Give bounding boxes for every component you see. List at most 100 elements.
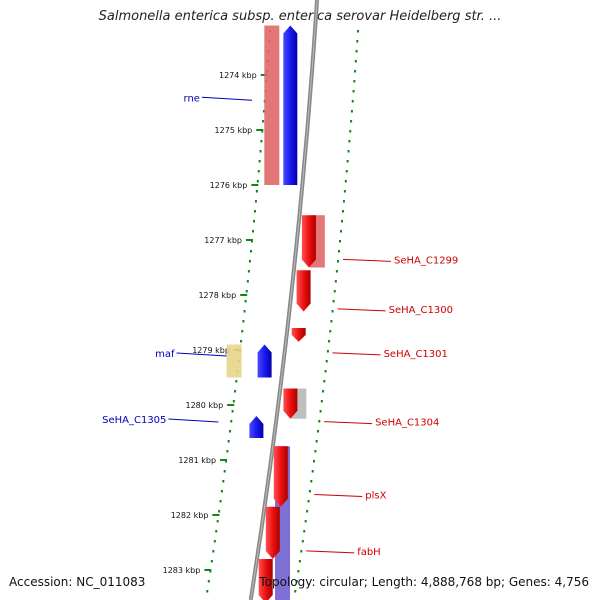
outer-ring-dot xyxy=(294,590,297,593)
outer-ring-dot xyxy=(352,90,355,93)
gene-leader-line xyxy=(168,418,219,423)
gene-leader-line xyxy=(324,421,373,425)
outer-ring-dot xyxy=(340,220,343,223)
inner-ring-dot xyxy=(213,540,216,543)
outer-ring-dot xyxy=(318,420,321,423)
outer-ring-dot xyxy=(357,30,359,33)
inner-ring-dot xyxy=(231,410,234,413)
inner-ring-dot xyxy=(230,420,233,423)
gene-arrow xyxy=(265,506,280,559)
outer-ring-dot xyxy=(337,250,340,253)
outer-ring-dot xyxy=(323,380,326,383)
outer-ring-dot xyxy=(350,120,353,123)
gene-layer xyxy=(249,25,316,600)
outer-ring-dot xyxy=(315,440,318,443)
inner-ring-dot xyxy=(234,390,237,393)
outer-ring-dot xyxy=(320,400,323,403)
outer-ring-dot xyxy=(325,360,328,363)
inner-ring-dot xyxy=(229,430,231,433)
outer-ring-dot xyxy=(354,70,357,73)
topology-text: Topology: circular; Length: 4,888,768 bp… xyxy=(259,575,589,589)
inner-ring-dot xyxy=(226,450,229,453)
inner-ring-dot xyxy=(216,520,219,523)
tick-label: 1282 kbp xyxy=(171,511,209,520)
inner-ring-dot xyxy=(212,550,215,553)
tick-label: 1278 kbp xyxy=(198,291,236,300)
tick-label: 1283 kbp xyxy=(163,566,201,575)
outer-ring-dot xyxy=(300,550,303,553)
inner-ring-dot xyxy=(241,330,244,333)
accession-text: Accession: NC_011083 xyxy=(9,575,146,589)
outer-ring-dot xyxy=(354,60,357,63)
gene-leader-line xyxy=(306,550,355,554)
gene-leader-line xyxy=(337,308,386,312)
sequence-backbone-highlight xyxy=(250,0,318,600)
outer-ring-dot xyxy=(298,560,301,563)
inner-ring-dot xyxy=(254,200,257,203)
outer-ring-dot xyxy=(347,150,350,153)
outer-ring-dot xyxy=(341,210,344,213)
outer-ring-dot xyxy=(314,450,317,453)
inner-ring-dot xyxy=(210,560,213,563)
inner-ring-dot xyxy=(243,310,246,313)
inner-ring-dot xyxy=(252,220,255,223)
outer-ring-dot xyxy=(344,180,347,183)
outer-ring-dot xyxy=(329,330,332,333)
outer-ring-dot xyxy=(326,350,329,353)
gene-leader-line xyxy=(201,96,252,101)
outer-ring-dot xyxy=(301,540,304,543)
gene-label: maf xyxy=(155,349,175,360)
gene-leader-line xyxy=(176,352,227,357)
tick-label: 1281 kbp xyxy=(178,456,216,465)
cds-track-block xyxy=(226,344,242,378)
outer-ring-dot xyxy=(311,470,314,473)
inner-ring-dot xyxy=(262,110,265,113)
outer-ring-dot xyxy=(331,310,334,313)
outer-ring-dot xyxy=(324,370,327,373)
outer-ring-dot xyxy=(310,480,313,483)
outer-ring-dot xyxy=(351,100,354,103)
tick-label: 1275 kbp xyxy=(215,126,253,135)
outer-ring-dot xyxy=(340,230,342,233)
inner-ring-dot xyxy=(219,500,222,503)
outer-ring-dot xyxy=(338,240,341,243)
inner-ring-dot xyxy=(259,150,262,153)
outer-ring-dot xyxy=(356,40,359,43)
inner-ring-dot xyxy=(220,490,223,493)
inner-ring-dot xyxy=(249,250,252,253)
inner-ring-dot xyxy=(257,170,260,173)
gene-label-layer: rne SeHA_C1299 SeHA_C1300 SeHA_C1301 maf SeHA… xyxy=(102,93,458,558)
gene-label: SeHA_C1299 xyxy=(394,255,458,266)
gene-label: SeHA_C1304 xyxy=(375,418,439,429)
gene-arrow xyxy=(258,559,273,600)
inner-ring-dot xyxy=(262,120,265,123)
outer-ring-dot xyxy=(335,270,338,273)
gene-arrow xyxy=(283,25,298,185)
outer-ring-dot xyxy=(328,340,331,343)
inner-ring-dot xyxy=(244,300,247,303)
inner-ring-dot xyxy=(247,270,250,273)
outer-ring-dot xyxy=(297,570,300,573)
tick-layer: 1274 kbp 1275 kbp 1276 kbp 1277 kbp 1278 kbp… xyxy=(163,71,268,575)
outer-ring-dot xyxy=(319,410,322,413)
outer-ring-dot xyxy=(307,500,310,503)
outer-ring-dot xyxy=(333,290,336,293)
inner-ring-dot xyxy=(250,240,253,243)
gene-arrow xyxy=(296,270,311,312)
gene-arrow xyxy=(249,416,264,438)
gene-leader-line xyxy=(314,494,363,497)
inner-ring-dot xyxy=(207,580,210,583)
gene-leader-line xyxy=(342,258,392,262)
tick-label: 1277 kbp xyxy=(204,236,242,245)
outer-ring-dot xyxy=(343,190,346,193)
tick-label: 1279 kbp xyxy=(192,346,230,355)
gene-label: rne xyxy=(184,93,200,104)
gene-label: plsX xyxy=(365,491,386,502)
gene-label: fabH xyxy=(357,547,381,558)
gene-leader-line xyxy=(332,352,381,356)
outer-ring-dot xyxy=(334,280,337,283)
inner-ring-dot xyxy=(261,130,264,133)
outer-ring-dot xyxy=(295,580,298,583)
tick-label: 1276 kbp xyxy=(210,181,248,190)
